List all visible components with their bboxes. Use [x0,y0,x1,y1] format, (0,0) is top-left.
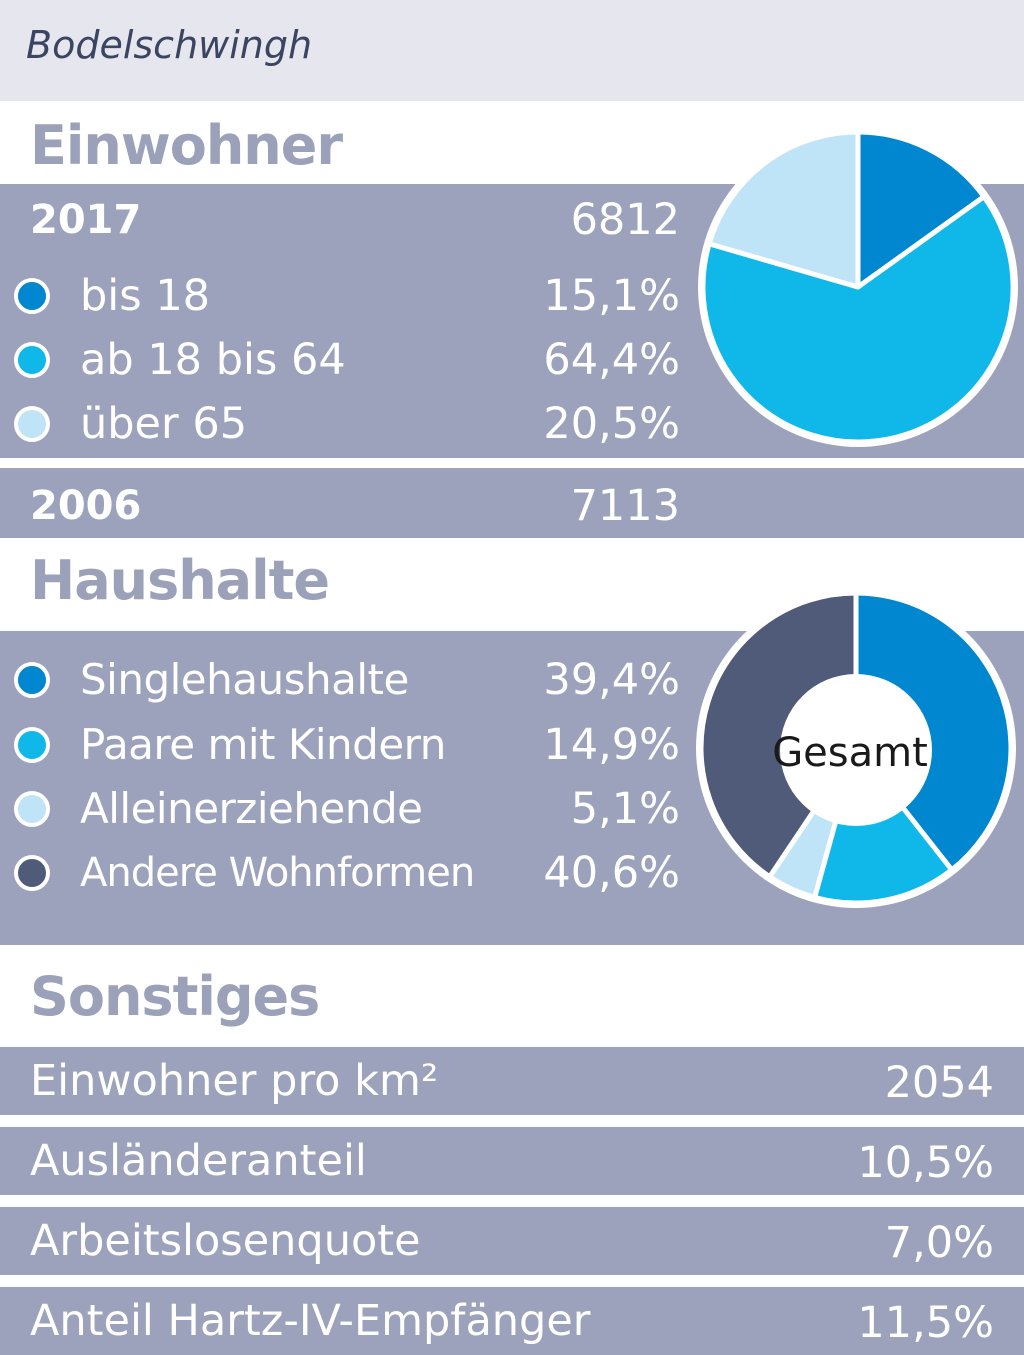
table-row [0,1127,1024,1195]
legend-value-bis-18: 15,1% [543,271,680,321]
donut-center [780,674,932,826]
legend-value-singlehaushalte: 39,4% [543,655,680,705]
row-label-hartz-iv: Anteil Hartz-IV-Empfänger [30,1296,591,1346]
legend-dot-ueber-65 [14,406,50,442]
row-value-einwohner-pro-km2: 2054 [884,1058,994,1108]
legend-label-andere-wohnformen: Andere Wohnformen [80,850,475,896]
legend-label-bis-18: bis 18 [80,271,211,321]
header-bar [0,0,1024,101]
year-2017-value: 6812 [570,195,680,245]
legend-dot-alleinerziehende [14,791,50,827]
section-title-einwohner: Einwohner [30,114,343,177]
legend-dot-18-64 [14,342,50,378]
legend-dot-singlehaushalte [14,662,50,698]
year-2006-value: 7113 [570,481,680,531]
legend-value-andere-wohnformen: 40,6% [543,848,680,898]
legend-label-alleinerziehende: Alleinerziehende [80,784,423,833]
row-label-auslaenderanteil: Ausländeranteil [30,1136,367,1186]
einwohner-pie-slice-2 [700,194,1016,445]
einwohner-pie-slice-3 [706,129,861,290]
page-title: Bodelschwingh [26,23,313,67]
row-label-arbeitslosenquote: Arbeitslosenquote [30,1216,421,1266]
legend-value-18-64: 64,4% [543,335,680,385]
legend-dot-paare-mit-kindern [14,727,50,763]
table-row [0,1047,1024,1115]
haushalte-donut-slice-4 [698,590,859,880]
legend-label-singlehaushalte: Singlehaushalte [80,655,409,704]
row-value-hartz-iv: 11,5% [857,1298,994,1348]
row-label-einwohner-pro-km2: Einwohner pro km² [30,1056,439,1106]
donut-chart-haushalte [696,588,1016,908]
legend-dot-bis-18 [14,278,50,314]
year-2006-label: 2006 [30,483,142,529]
row-value-auslaenderanteil: 10,5% [857,1138,994,1188]
table-row [0,1287,1024,1355]
year-2017-label: 2017 [30,197,142,243]
table-row [0,1207,1024,1275]
legend-value-paare-mit-kindern: 14,9% [543,720,680,770]
section-title-haushalte: Haushalte [30,549,330,612]
legend-value-ueber-65: 20,5% [543,399,680,449]
haushalte-donut-slice-1 [853,590,1014,873]
legend-label-ueber-65: über 65 [80,399,248,449]
year-2006-band [0,468,1024,538]
section-title-sonstiges: Sonstiges [30,965,320,1028]
pie-chart-einwohner [698,127,1018,447]
einwohner-pie-slice-1 [855,129,987,290]
legend-label-18-64: ab 18 bis 64 [80,335,346,385]
legend-dot-andere-wohnformen [14,855,50,891]
donut-center-label: Gesamt [772,730,928,776]
legend-label-paare-mit-kindern: Paare mit Kindern [80,720,446,769]
legend-value-alleinerziehende: 5,1% [570,784,680,834]
row-value-arbeitslosenquote: 7,0% [884,1218,994,1268]
